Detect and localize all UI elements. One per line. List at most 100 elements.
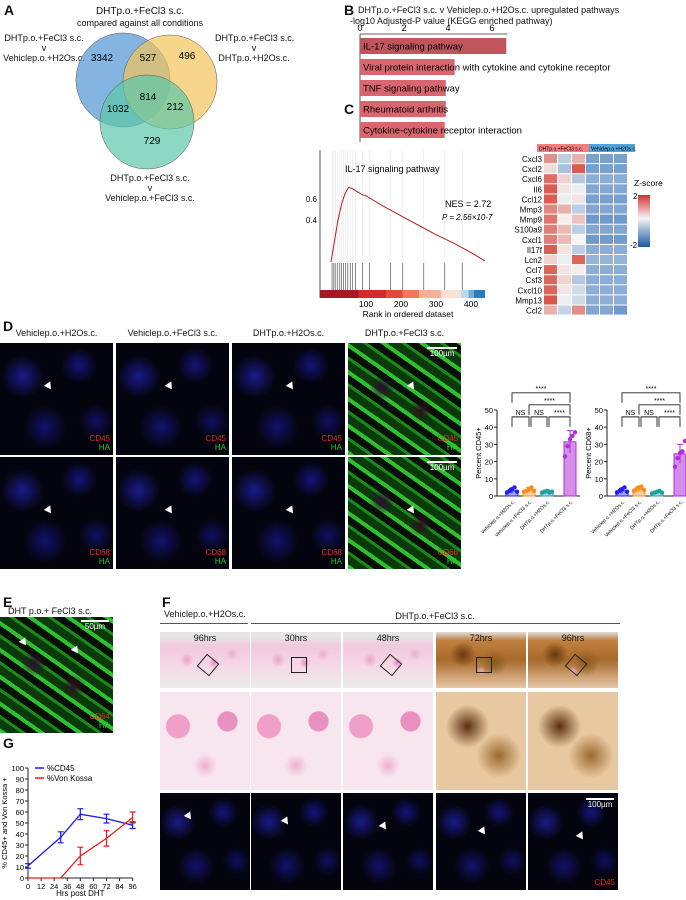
heatmap-cell <box>544 224 557 234</box>
pathway-bar-chart: 0 2 4 6 IL-17 signaling pathway Viral protein… <box>357 24 610 142</box>
marker-label: CD68 <box>321 548 342 557</box>
timecourse-line-chart: 0 10 20 30 40 50 60 70 80 90 100 0 12 24 36 48 60 72 84 96 H… <box>0 764 137 898</box>
significance-bracket <box>548 416 571 427</box>
data-point <box>641 487 647 493</box>
rank-color-bar <box>320 290 359 298</box>
y-tick-label: 50 <box>485 406 493 415</box>
gene-label: Lcn2 <box>525 256 543 265</box>
pathway-label: IL-17 signaling pathway <box>363 42 463 53</box>
heatmap-cell <box>558 305 571 315</box>
significance-label: **** <box>544 398 555 405</box>
y-tick-label: 20 <box>485 458 493 467</box>
cd45-micrograph <box>251 793 341 890</box>
y-tick-label: 100 <box>11 764 24 773</box>
venn-set-right-label: DHTp.o.+FeCl3 s.c. v DHTp.o.+H2Os.c. <box>215 33 295 63</box>
overlay-labels: CD68 HA <box>206 548 226 566</box>
y-tick-label: 60 <box>16 808 24 817</box>
heatmap-cell <box>544 305 557 315</box>
data-point <box>682 438 686 444</box>
heatmap-cell <box>558 154 571 164</box>
heatmap-cell <box>614 255 627 265</box>
data-point <box>675 455 680 461</box>
cd45-micrograph: CD45 HA <box>116 343 229 455</box>
heatmap-cell <box>614 154 627 164</box>
counterstain-label: HA <box>446 557 458 566</box>
group-label: Vehiclep.o.+H2Os.c. <box>591 147 636 153</box>
y-tick-label: 10 <box>16 863 24 872</box>
timepoint-label: 30hrs <box>284 633 308 643</box>
x-tick-label: 60 <box>89 882 97 891</box>
significance-bracket <box>530 416 548 427</box>
venn-count: 212 <box>167 102 184 113</box>
heatmap-cell <box>600 194 613 204</box>
cd68-micrograph: CD68 HA <box>232 457 345 569</box>
heatmap-cell <box>600 275 613 285</box>
arrowhead-icon <box>18 637 30 648</box>
heatmap-cell <box>572 214 585 224</box>
significance-bracket <box>621 392 681 403</box>
zoom-region-box <box>476 657 492 673</box>
counterstain-label: HA <box>330 443 342 452</box>
y-tick-label: 0.6 <box>306 195 318 204</box>
x-tick-label: 300 <box>429 299 443 309</box>
von-kossa-overview: 96hrs <box>160 632 250 688</box>
group-header-dht <box>537 144 591 152</box>
y-tick-label: 30 <box>595 440 603 449</box>
heatmap-cell <box>572 164 585 174</box>
y-tick-label: 40 <box>485 423 493 432</box>
significance-bracket <box>621 416 640 427</box>
pathway-bar <box>360 59 455 75</box>
group-label-control: Vehiclep.o.+H2Os.c. <box>164 609 246 619</box>
heatmap-cell <box>600 204 613 214</box>
column-title: DHTp.o.+FeCl3 s.c. <box>364 328 445 338</box>
cd45-micrograph: 100µm CD45 <box>528 793 618 890</box>
error-bar <box>57 831 64 844</box>
arrowhead-icon <box>378 821 390 832</box>
heatmap-cell <box>558 295 571 305</box>
arrowhead-icon <box>477 826 489 837</box>
venn-title: DHTp.o.+FeCl3 s.c. <box>95 6 185 17</box>
data-point <box>549 489 555 494</box>
gene-label: Cxcl6 <box>522 175 543 184</box>
group-header-vehicle <box>589 144 635 152</box>
gene-label: Ccl7 <box>526 266 543 275</box>
arrowhead-icon <box>183 811 195 822</box>
heatmap-cell <box>572 224 585 234</box>
scale-bar: 100µm <box>427 461 457 472</box>
heatmap-cell <box>586 275 599 285</box>
rank-color-bar <box>468 290 474 298</box>
heatmap-cell <box>586 164 599 174</box>
von-kossa-overview: 30hrs <box>251 632 341 688</box>
arrowhead-icon <box>43 381 55 392</box>
x-tick-label: 48 <box>76 882 84 891</box>
heatmap-cell <box>558 194 571 204</box>
legend-max: 2 <box>633 192 638 201</box>
arrowhead-icon <box>406 381 418 392</box>
data-point <box>672 464 678 469</box>
error-bar <box>77 846 84 866</box>
error-bar <box>129 811 136 824</box>
gene-label: Mmp9 <box>520 216 543 225</box>
p-annotation: P = 2.56×10-7 <box>442 213 493 222</box>
marker-label: CD45 <box>594 878 615 887</box>
y-tick-label: 0 <box>489 492 493 501</box>
data-point <box>572 430 578 435</box>
arrowhead-icon <box>575 831 587 842</box>
y-axis-label: % CD45+ and Von Kossa + <box>0 777 9 869</box>
significance-bracket <box>528 404 571 415</box>
y-tick-label: 10 <box>595 475 603 484</box>
marker-label: CD68 <box>205 548 226 557</box>
enrichment-curve <box>330 186 486 263</box>
y-tick-label: 50 <box>595 406 603 415</box>
significance-bracket <box>638 404 681 415</box>
heatmap-cell <box>544 285 557 295</box>
heatmap-cell <box>586 234 599 244</box>
zoom-region-box <box>291 657 307 673</box>
heatmap-cell <box>558 184 571 194</box>
counterstain-label: HA <box>98 443 110 452</box>
y-tick-label: 0 <box>20 874 24 883</box>
y-tick-label: 20 <box>595 458 603 467</box>
y-tick-label: 40 <box>16 830 24 839</box>
von-kossa-zoom <box>436 692 526 790</box>
